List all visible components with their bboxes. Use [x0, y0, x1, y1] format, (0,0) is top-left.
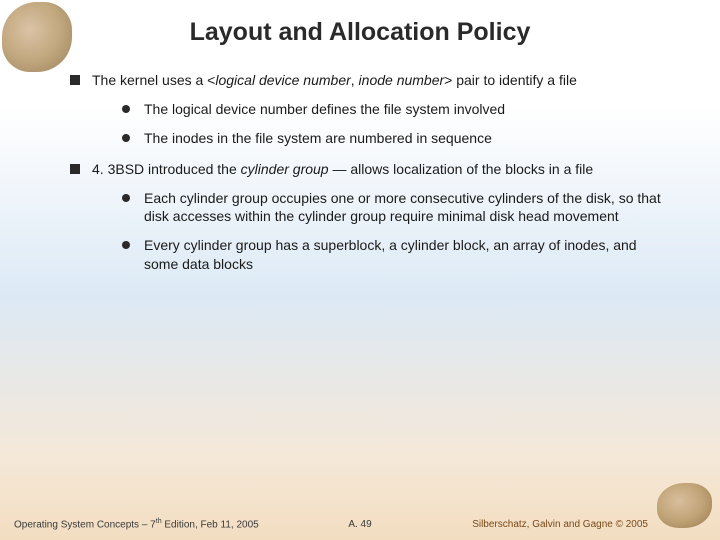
slide-footer: Operating System Concepts – 7th Edition,…	[0, 518, 720, 530]
bullet-1-text-mid: ,	[351, 72, 359, 88]
footer-left-post: Edition, Feb 11, 2005	[162, 519, 259, 530]
bullet-2: 4. 3BSD introduced the cylinder group — …	[70, 160, 670, 274]
bullet-1-italic-1: logical device number	[215, 72, 350, 88]
bullet-1-sub-2: The inodes in the file system are number…	[122, 129, 670, 148]
footer-center: A. 49	[348, 519, 371, 530]
bullet-1: The kernel uses a <logical device number…	[70, 71, 670, 148]
bullet-1-sub-1: The logical device number defines the fi…	[122, 100, 670, 119]
footer-left: Operating System Concepts – 7th Edition,…	[14, 518, 259, 530]
bullet-2-sub-1: Each cylinder group occupies one or more…	[122, 189, 670, 227]
dinosaur-image-top-left	[2, 2, 72, 72]
bullet-2-text-post: — allows localization of the blocks in a…	[329, 161, 594, 177]
bullet-1-text-post: > pair to identify a file	[444, 72, 577, 88]
bullet-2-sub-2: Every cylinder group has a superblock, a…	[122, 236, 670, 274]
slide-content: The kernel uses a <logical device number…	[0, 53, 720, 274]
bullet-1-text-pre: The kernel uses a <	[92, 72, 215, 88]
bullet-1-italic-2: inode number	[359, 72, 445, 88]
bullet-2-italic-1: cylinder group	[241, 161, 329, 177]
footer-right: Silberschatz, Galvin and Gagne © 2005	[472, 519, 648, 530]
bullet-2-text-pre: 4. 3BSD introduced the	[92, 161, 241, 177]
footer-left-pre: Operating System Concepts – 7	[14, 519, 156, 530]
slide-title: Layout and Allocation Policy	[0, 0, 720, 53]
